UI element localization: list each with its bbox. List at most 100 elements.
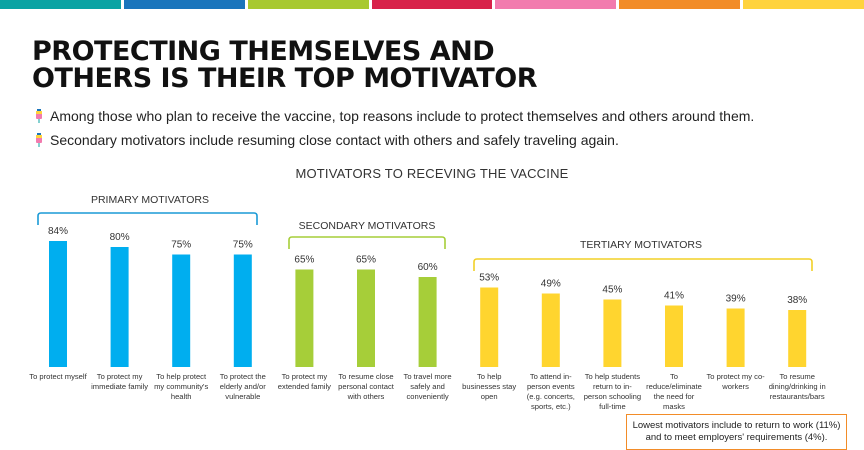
top-bar-segment (743, 0, 864, 9)
data-label: 75% (233, 240, 253, 251)
category-label-line: To protect my (97, 372, 143, 381)
category-label-line: open (481, 392, 498, 401)
bar (233, 254, 252, 367)
bar (418, 277, 437, 367)
category-label: To protect my extended family (278, 372, 331, 391)
top-bar-segment (495, 0, 617, 9)
category-label: To attend in-person events (e.g. concerts… (527, 372, 575, 411)
category-label-line: To resume (779, 372, 814, 381)
data-label: 65% (294, 255, 314, 266)
page-title-line-2: OTHERS IS THEIR TOP MOTIVATOR (32, 63, 538, 94)
page-title-line-1: PROTECTING THEMSELVES AND (32, 36, 495, 67)
bullet-list: Among those who plan to receive the vacc… (32, 104, 852, 152)
top-bar-segment (247, 0, 369, 9)
category-label: To resume close personal contact with othe… (338, 372, 395, 401)
category-label-line: To help students (585, 372, 641, 381)
bullet-item: Among those who plan to receive the vacc… (32, 104, 852, 128)
category-label-line: elderly and/or (220, 382, 266, 391)
category-label-line: To travel more (404, 372, 452, 381)
category-label-line: (e.g. concerts, (527, 392, 575, 401)
category-label-line: dining/drinking in (769, 382, 826, 391)
category-label-line: To protect the (220, 372, 266, 381)
category-label-line: the need for (654, 392, 695, 401)
page-title: PROTECTING THEMSELVES AND OTHERS IS THEI… (32, 38, 552, 92)
category-label-line: To help protect (156, 372, 207, 381)
data-label: 84% (48, 226, 68, 237)
category-label-line: conveniently (406, 392, 448, 401)
category-label-line: my community's (154, 382, 208, 391)
data-label: 45% (602, 285, 622, 296)
bullet-item: Secondary motivators include resuming cl… (32, 128, 852, 152)
lowest-motivators-note: Lowest motivators include to return to w… (626, 414, 847, 450)
chart-title: MOTIVATORS TO RECEVING THE VACCINE (295, 166, 569, 181)
top-bar-segment (0, 0, 121, 9)
top-bar-segment (619, 0, 741, 9)
bar (49, 241, 67, 367)
category-label: To protect my immediate family (91, 372, 148, 391)
bar (788, 310, 807, 367)
note-line-2: and to meet employers' requirements (4%)… (645, 432, 828, 443)
bar (726, 308, 745, 367)
category-label-line: To protect myself (29, 372, 87, 381)
category-label: To protect myself (29, 372, 87, 381)
category-label-line: To attend in- (530, 372, 572, 381)
category-label: To protect my co-workers (706, 372, 765, 391)
data-label: 75% (171, 240, 191, 251)
category-label-line: reduce/eliminate (646, 382, 702, 391)
category-label: To travel more safely and conveniently (404, 372, 452, 401)
category-label-line: immediate family (91, 382, 148, 391)
bullet-text: Secondary motivators include resuming cl… (50, 132, 619, 148)
data-label: 80% (110, 232, 130, 243)
category-label-line: masks (663, 402, 685, 411)
category-label-line: person schooling (584, 392, 641, 401)
bar (541, 293, 560, 367)
category-label: To reduce/eliminate the need for masks (646, 372, 702, 411)
category-label-line: To (670, 372, 678, 381)
category-label-line: safely and (410, 382, 445, 391)
category-label: To help students return to in-person scho… (584, 372, 641, 411)
category-label-line: businesses stay (462, 382, 516, 391)
group-label: SECONDARY MOTIVATORS (299, 220, 436, 232)
syringe-icon (36, 133, 42, 147)
bar (480, 287, 499, 367)
bar (603, 299, 622, 367)
data-label: 60% (418, 262, 438, 273)
group-label: PRIMARY MOTIVATORS (91, 194, 209, 206)
category-label-line: To resume close (338, 372, 393, 381)
data-label: 65% (356, 255, 376, 266)
bar (295, 269, 314, 367)
category-label-line: restaurants/bars (770, 392, 825, 401)
category-label-line: personal contact (338, 382, 395, 391)
group-bracket (288, 236, 446, 249)
category-label-line: health (171, 392, 192, 401)
category-label-line: person events (527, 382, 575, 391)
category-label-line: extended family (278, 382, 331, 391)
data-label: 39% (726, 294, 746, 305)
category-label: To protect the elderly and/or vulnerable (220, 372, 266, 401)
group-bracket (37, 212, 258, 225)
category-label: To help businesses stay open (462, 372, 516, 401)
category-label-line: with others (347, 392, 385, 401)
data-label: 53% (479, 273, 499, 284)
note-line-1: Lowest motivators include to return to w… (632, 420, 841, 431)
group-label: TERTIARY MOTIVATORS (580, 239, 702, 251)
category-label-line: To protect my co- (706, 372, 765, 381)
category-label-line: sports, etc.) (531, 402, 571, 411)
category-label-line: workers (721, 382, 749, 391)
category-label-line: To help (477, 372, 502, 381)
top-bar-segment (371, 0, 493, 9)
bar (357, 269, 375, 367)
bar (172, 254, 191, 367)
category-label-line: To protect my (282, 372, 328, 381)
top-bar-segment (123, 0, 245, 9)
bar (110, 247, 129, 367)
data-label: 49% (541, 279, 561, 290)
group-bracket (473, 258, 813, 271)
data-label: 41% (664, 291, 684, 302)
category-label-line: return to in- (593, 382, 632, 391)
data-label: 38% (787, 295, 807, 306)
syringe-icon (36, 109, 42, 123)
category-label: To help protect my community's health (154, 372, 208, 401)
bullet-text: Among those who plan to receive the vacc… (50, 108, 755, 124)
